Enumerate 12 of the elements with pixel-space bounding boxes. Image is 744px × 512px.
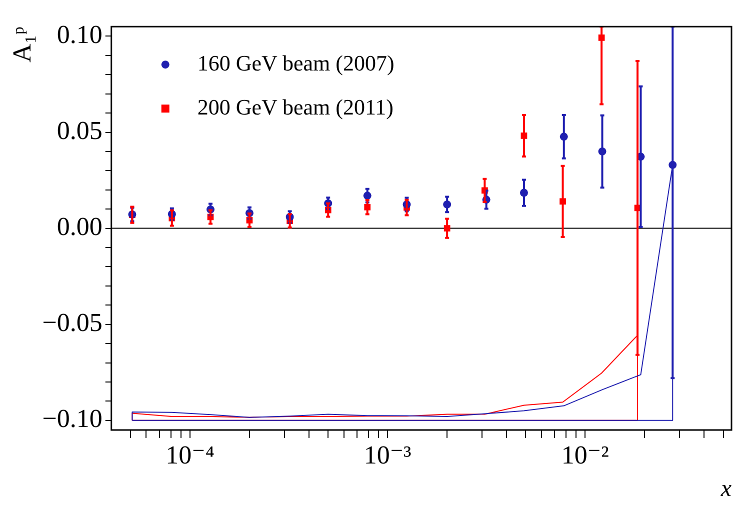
x-tick-label: 10⁻⁴ [166, 440, 214, 470]
y-axis-title: A₁ᵖ [7, 26, 36, 63]
legend-label: 200 GeV beam (2011) [197, 94, 394, 120]
x-tick-label: 10⁻³ [364, 440, 412, 470]
y-tick-label: 0.00 [56, 212, 102, 242]
y-tick-label: −0.10 [42, 404, 102, 434]
legend-label: 160 GeV beam (2007) [197, 50, 394, 76]
y-tick-label: 0.10 [56, 20, 102, 50]
y-tick-label: −0.05 [42, 308, 102, 338]
x-axis-title: x [720, 476, 732, 502]
y-tick-label: 0.05 [56, 116, 102, 146]
x-tick-label: 10⁻² [561, 440, 610, 470]
